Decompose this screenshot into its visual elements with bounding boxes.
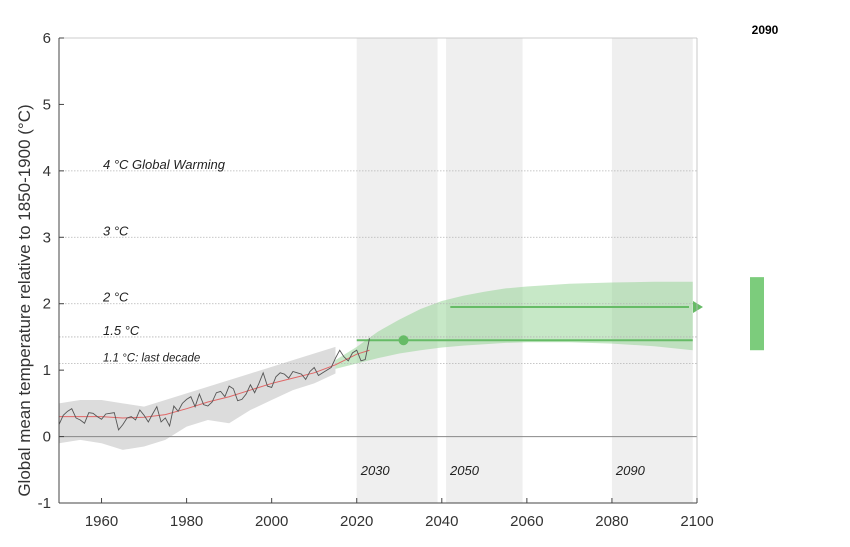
x-tick-label: 1980 (170, 513, 203, 530)
y-tick-label: 3 (43, 229, 51, 246)
reference-label-4: 4 °C Global Warming (103, 157, 226, 172)
side-range-bar (750, 277, 764, 351)
historical-band-group (59, 346, 336, 450)
period-label-2050: 2050 (449, 463, 480, 478)
period-shade-2030 (356, 38, 438, 503)
axes-group: -1 0 1 2 3 4 5 6 1960 1980 2000 2020 2040 2060 2080 210… (38, 30, 714, 530)
x-tick-label: 2060 (510, 513, 543, 530)
y-axis-title: Global mean temperature relative to 1850… (15, 104, 34, 496)
y-tick-label: 0 (43, 429, 51, 446)
reference-label-1.1: 1.1 °C: last decade (103, 353, 200, 365)
x-tick-label: 2100 (680, 513, 713, 530)
side-panel-title: 2090 (752, 23, 779, 37)
x-tick-label: 1960 (85, 513, 118, 530)
reference-label-1.5: 1.5 °C (103, 323, 140, 338)
y-tick-label: 4 (43, 163, 51, 180)
reference-label-3: 3 °C (103, 223, 129, 238)
x-tick-label: 2000 (255, 513, 288, 530)
period-label-2090: 2090 (615, 463, 646, 478)
y-tick-label: -1 (38, 495, 51, 512)
crossing-1-5-marker (398, 335, 409, 346)
side-panel: 2090 (750, 23, 779, 351)
reference-label-2: 2 °C (102, 290, 129, 305)
series-group (58, 301, 703, 431)
x-tick-label: 2020 (340, 513, 373, 530)
observed-smoothed-line (59, 349, 370, 419)
period-label-2030: 2030 (360, 463, 391, 478)
y-tick-label: 1 (43, 362, 51, 379)
y-tick-label: 2 (43, 296, 51, 313)
period-shades (356, 38, 693, 503)
observed-annual-line (58, 338, 370, 431)
x-tick-label: 2080 (595, 513, 628, 530)
y-tick-label: 6 (43, 30, 51, 47)
period-shade-2050 (446, 38, 523, 503)
period-shade-2090 (611, 38, 693, 503)
reference-lines (59, 170, 697, 438)
historical-range-band (59, 346, 336, 450)
x-tick-label: 2040 (425, 513, 458, 530)
y-tick-label: 5 (43, 96, 51, 113)
projection-arrowhead (693, 301, 703, 314)
labels-group: Global mean temperature relative to 1850… (15, 104, 646, 496)
